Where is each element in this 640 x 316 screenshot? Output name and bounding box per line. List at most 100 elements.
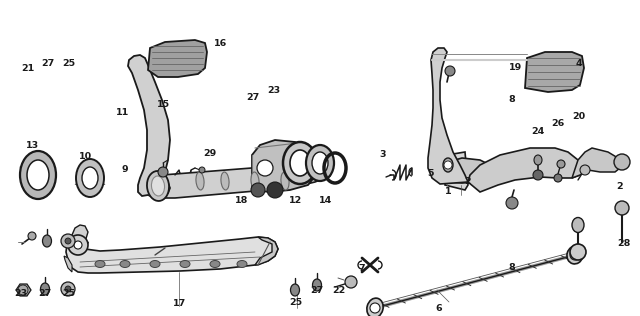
Polygon shape <box>525 52 584 92</box>
Polygon shape <box>16 284 31 296</box>
Text: 24: 24 <box>531 127 544 136</box>
Text: 1: 1 <box>445 187 451 196</box>
Ellipse shape <box>95 260 105 268</box>
Circle shape <box>506 197 518 209</box>
Ellipse shape <box>443 158 453 172</box>
Text: 15: 15 <box>157 100 170 109</box>
Text: 4: 4 <box>576 59 582 68</box>
Polygon shape <box>64 256 72 272</box>
Ellipse shape <box>147 171 169 201</box>
Circle shape <box>615 201 629 215</box>
Text: 8: 8 <box>509 263 515 271</box>
Ellipse shape <box>567 246 583 264</box>
Circle shape <box>570 250 580 260</box>
Text: 8: 8 <box>509 95 515 104</box>
Text: 9: 9 <box>122 165 128 173</box>
Circle shape <box>370 303 380 313</box>
Ellipse shape <box>312 152 328 174</box>
Ellipse shape <box>367 298 383 316</box>
Polygon shape <box>448 158 492 183</box>
Text: 6: 6 <box>435 304 442 313</box>
Text: 18: 18 <box>236 196 248 205</box>
Text: 25: 25 <box>63 59 76 68</box>
Circle shape <box>65 238 71 244</box>
Text: 27: 27 <box>310 286 323 295</box>
Text: 28: 28 <box>618 239 630 248</box>
Circle shape <box>345 276 357 288</box>
Ellipse shape <box>152 176 164 196</box>
Text: 14: 14 <box>319 196 332 205</box>
Polygon shape <box>445 152 468 190</box>
Polygon shape <box>468 148 582 192</box>
Ellipse shape <box>196 172 204 190</box>
Ellipse shape <box>120 260 130 268</box>
Polygon shape <box>252 140 318 192</box>
Ellipse shape <box>76 159 104 197</box>
Text: 17: 17 <box>173 299 186 308</box>
Ellipse shape <box>251 172 259 190</box>
Text: 5: 5 <box>427 169 433 178</box>
Polygon shape <box>68 225 88 248</box>
Text: 26: 26 <box>552 119 564 128</box>
Text: 23: 23 <box>268 86 280 94</box>
Ellipse shape <box>291 284 300 296</box>
Circle shape <box>570 244 586 260</box>
Ellipse shape <box>312 279 321 291</box>
Circle shape <box>614 154 630 170</box>
Ellipse shape <box>534 155 542 165</box>
Circle shape <box>292 160 308 176</box>
Text: 12: 12 <box>289 196 302 205</box>
Circle shape <box>61 282 75 296</box>
Circle shape <box>580 165 590 175</box>
Circle shape <box>28 232 36 240</box>
Text: 27: 27 <box>246 94 259 102</box>
Text: 16: 16 <box>214 39 227 48</box>
Circle shape <box>158 167 168 177</box>
Polygon shape <box>572 148 622 178</box>
Circle shape <box>445 66 455 76</box>
Ellipse shape <box>237 260 247 268</box>
Circle shape <box>251 183 265 197</box>
Ellipse shape <box>572 217 584 233</box>
Text: 22: 22 <box>333 286 346 295</box>
Polygon shape <box>148 40 207 77</box>
Text: 2: 2 <box>464 177 470 186</box>
Circle shape <box>61 234 75 248</box>
Polygon shape <box>150 162 332 198</box>
Ellipse shape <box>281 172 289 190</box>
Ellipse shape <box>180 260 190 268</box>
Text: 11: 11 <box>116 108 129 117</box>
Text: 29: 29 <box>204 149 216 158</box>
Text: 7: 7 <box>358 264 365 273</box>
Polygon shape <box>128 55 170 198</box>
Ellipse shape <box>210 260 220 268</box>
Polygon shape <box>66 235 278 273</box>
Text: 27: 27 <box>38 289 51 298</box>
Text: 25: 25 <box>62 289 75 298</box>
Text: 13: 13 <box>26 141 38 150</box>
Ellipse shape <box>40 283 49 295</box>
Text: 27: 27 <box>42 59 54 68</box>
Circle shape <box>444 161 452 169</box>
Ellipse shape <box>557 160 565 168</box>
Ellipse shape <box>27 160 49 190</box>
Text: 21: 21 <box>21 64 34 73</box>
Polygon shape <box>428 48 468 184</box>
Circle shape <box>533 170 543 180</box>
Text: 23: 23 <box>15 289 28 298</box>
Circle shape <box>68 235 88 255</box>
Text: 2: 2 <box>616 182 623 191</box>
Circle shape <box>65 286 71 292</box>
Text: 10: 10 <box>79 152 92 161</box>
Ellipse shape <box>20 151 56 199</box>
Circle shape <box>554 174 562 182</box>
Text: 20: 20 <box>573 112 586 121</box>
Circle shape <box>267 182 283 198</box>
Polygon shape <box>255 237 278 265</box>
Circle shape <box>199 167 205 173</box>
Ellipse shape <box>306 145 334 181</box>
Text: 19: 19 <box>509 64 522 72</box>
Circle shape <box>257 160 273 176</box>
Ellipse shape <box>283 142 317 184</box>
Text: 3: 3 <box>380 150 386 159</box>
